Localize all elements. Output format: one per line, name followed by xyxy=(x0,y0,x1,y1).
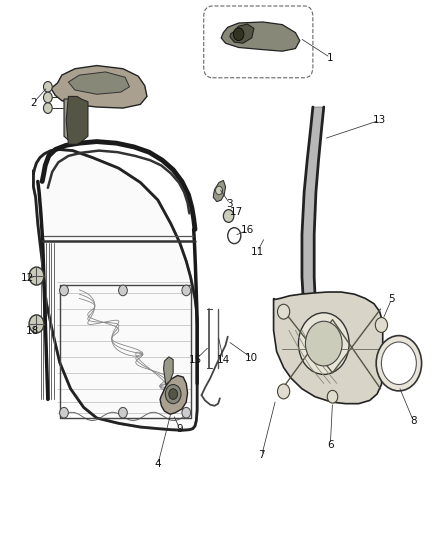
Polygon shape xyxy=(230,24,254,43)
Circle shape xyxy=(228,228,241,244)
Circle shape xyxy=(298,313,349,374)
Circle shape xyxy=(327,390,338,403)
Circle shape xyxy=(29,267,44,285)
Text: 18: 18 xyxy=(25,326,39,336)
Circle shape xyxy=(381,342,417,384)
Circle shape xyxy=(215,186,223,195)
Text: 14: 14 xyxy=(217,354,230,365)
Text: 3: 3 xyxy=(226,199,233,209)
Circle shape xyxy=(305,321,342,366)
Circle shape xyxy=(119,285,127,296)
Text: 12: 12 xyxy=(21,273,35,283)
Polygon shape xyxy=(66,96,88,144)
Text: 11: 11 xyxy=(251,247,264,256)
Polygon shape xyxy=(163,357,173,384)
Circle shape xyxy=(43,82,52,92)
Circle shape xyxy=(278,384,290,399)
Circle shape xyxy=(43,103,52,114)
Circle shape xyxy=(43,92,52,103)
Text: 2: 2 xyxy=(30,98,37,108)
Text: 4: 4 xyxy=(155,459,161,469)
Text: 7: 7 xyxy=(258,450,265,460)
Circle shape xyxy=(375,318,388,333)
Text: 6: 6 xyxy=(327,440,334,450)
Text: 17: 17 xyxy=(230,207,243,217)
Polygon shape xyxy=(274,292,383,403)
Circle shape xyxy=(169,389,177,399)
Polygon shape xyxy=(68,72,130,94)
Text: 13: 13 xyxy=(373,115,386,125)
Circle shape xyxy=(119,407,127,418)
Circle shape xyxy=(278,304,290,319)
Polygon shape xyxy=(221,22,300,51)
Polygon shape xyxy=(33,150,197,430)
Text: 1: 1 xyxy=(327,53,334,62)
Text: 9: 9 xyxy=(177,424,183,434)
Text: 10: 10 xyxy=(245,353,258,363)
Circle shape xyxy=(165,384,181,403)
Circle shape xyxy=(60,407,68,418)
Polygon shape xyxy=(302,107,324,362)
Polygon shape xyxy=(160,375,187,414)
Text: 16: 16 xyxy=(241,225,254,236)
Polygon shape xyxy=(64,96,77,140)
Circle shape xyxy=(182,285,191,296)
Circle shape xyxy=(60,285,68,296)
Circle shape xyxy=(376,336,422,391)
Circle shape xyxy=(182,407,191,418)
Text: 5: 5 xyxy=(388,294,395,304)
Text: 15: 15 xyxy=(189,354,202,365)
Circle shape xyxy=(29,315,44,333)
Circle shape xyxy=(233,28,244,41)
Text: 8: 8 xyxy=(410,416,417,426)
Polygon shape xyxy=(51,66,147,108)
Polygon shape xyxy=(213,180,226,201)
Circle shape xyxy=(223,209,234,222)
